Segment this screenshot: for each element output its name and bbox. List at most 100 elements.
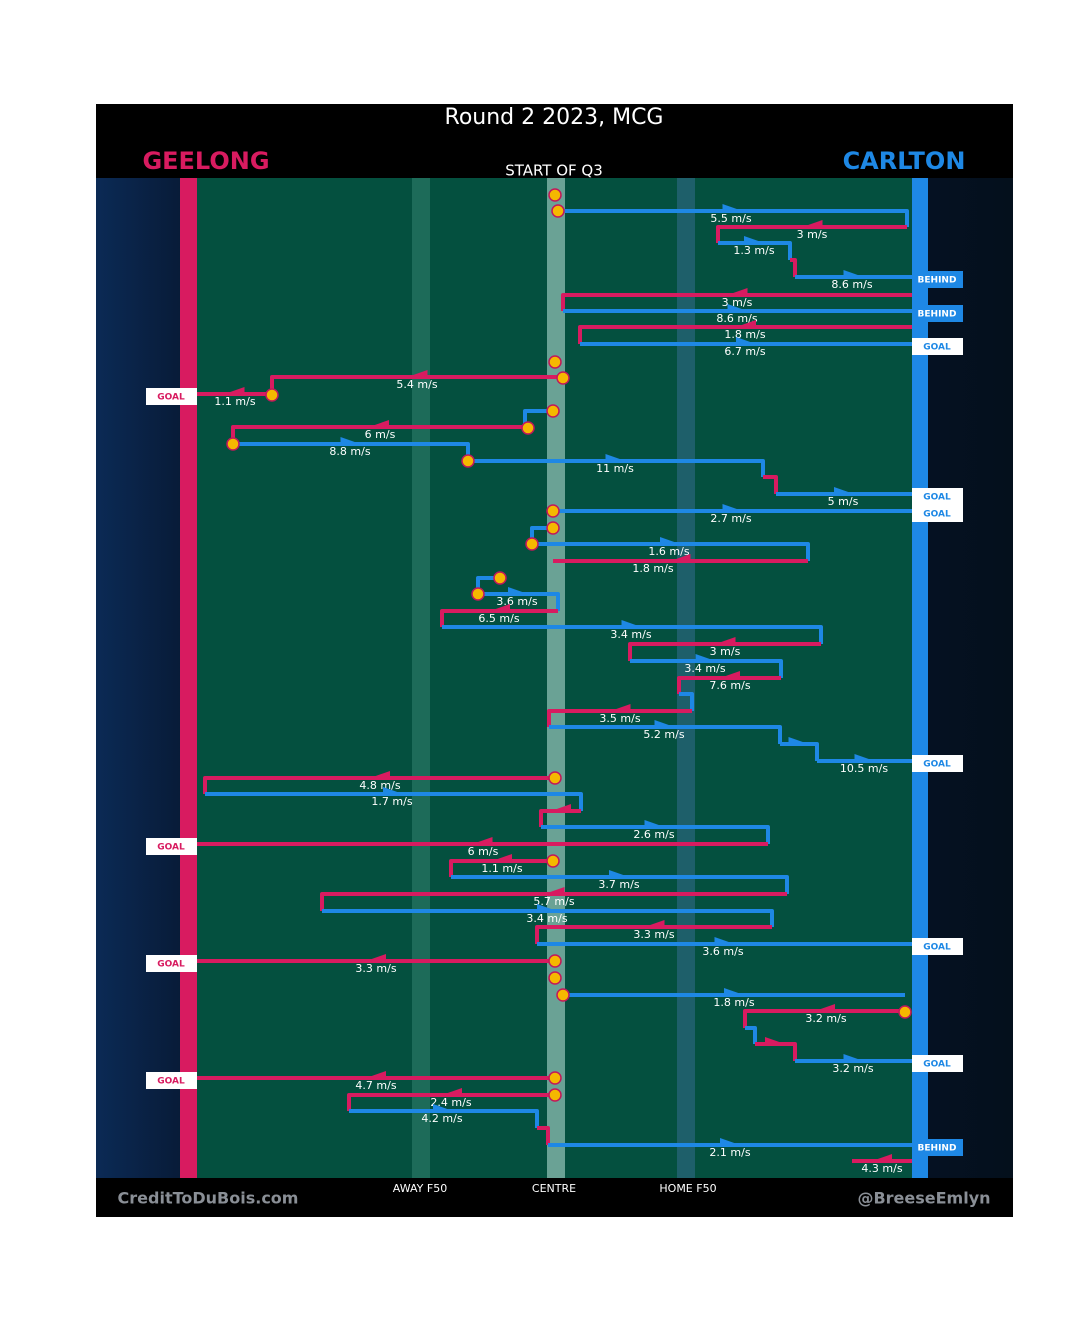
possession-start	[548, 355, 562, 369]
speed-label: 3.4 m/s	[684, 662, 725, 675]
speed-label: 4.7 m/s	[355, 1079, 396, 1092]
direction-arrow	[714, 937, 735, 944]
direction-arrow	[720, 671, 740, 678]
direction-arrow	[872, 1154, 892, 1161]
outcome-box	[912, 1139, 963, 1156]
direction-arrow	[490, 604, 510, 611]
direction-arrow	[472, 837, 493, 844]
outcome-label: BEHIND	[918, 276, 957, 286]
speed-label: 3.3 m/s	[633, 928, 674, 941]
possession-start	[461, 454, 475, 468]
possession-line	[677, 676, 781, 694]
outcome-box	[912, 755, 963, 772]
direction-arrow	[736, 337, 756, 344]
direction-arrow	[834, 487, 854, 494]
possession-start	[265, 388, 279, 402]
outcome-box	[146, 388, 197, 405]
possession-line	[558, 209, 909, 227]
possession-line	[745, 1026, 757, 1044]
speed-label: 3 m/s	[722, 296, 753, 309]
outcome-box	[912, 271, 963, 288]
speed-label: 2.7 m/s	[710, 512, 751, 525]
possession-start	[546, 521, 560, 535]
direction-arrow	[843, 270, 864, 277]
direction-arrow	[366, 954, 386, 961]
possession-line	[718, 241, 792, 260]
speed-label: 5.4 m/s	[396, 378, 437, 391]
direction-arrow	[508, 587, 528, 594]
possession-start	[546, 854, 560, 868]
direction-arrow	[802, 220, 823, 227]
speed-label: 1.3 m/s	[733, 244, 774, 257]
direction-arrow	[736, 320, 756, 327]
possession-line	[549, 725, 782, 744]
geelong-goal-line	[180, 178, 197, 1178]
outcome-box	[912, 488, 963, 505]
speed-label: 1.6 m/s	[648, 545, 689, 558]
possession-start	[548, 188, 562, 202]
direction-arrow	[610, 704, 631, 711]
possession-line	[440, 609, 558, 627]
direction-arrow	[744, 236, 764, 243]
possession-line	[790, 258, 797, 277]
outcome-label: BEHIND	[918, 310, 957, 320]
outcome-label: GOAL	[157, 960, 185, 970]
outcome-label: BEHIND	[918, 1144, 957, 1154]
direction-arrow	[654, 720, 675, 727]
outcome-label: GOAL	[923, 510, 951, 520]
direction-arrow	[224, 387, 245, 394]
footer-bar	[96, 1178, 1013, 1217]
zone-label: HOME F50	[659, 1182, 716, 1195]
direction-arrow	[727, 304, 748, 311]
speed-label: 4.3 m/s	[861, 1162, 902, 1175]
direction-arrow	[843, 1054, 864, 1061]
outcome-box	[912, 1055, 963, 1072]
possession-line	[523, 409, 553, 427]
speed-label: 1.8 m/s	[724, 328, 765, 341]
outcome-label: GOAL	[157, 393, 185, 403]
speed-label: 2.4 m/s	[430, 1096, 471, 1109]
speed-label: 5.7 m/s	[533, 895, 574, 908]
centre-line	[547, 178, 565, 1178]
speed-label: 1.8 m/s	[632, 562, 673, 575]
possession-line	[349, 1109, 539, 1128]
possession-start	[548, 971, 562, 985]
direction-arrow	[788, 737, 809, 744]
direction-arrow	[765, 1037, 785, 1044]
possession-start	[548, 954, 562, 968]
speed-label: 3.2 m/s	[805, 1012, 846, 1025]
outcome-box	[912, 338, 963, 355]
speed-label: 3.2 m/s	[832, 1062, 873, 1075]
speed-label: 8.6 m/s	[831, 278, 872, 291]
direction-arrow	[442, 1088, 462, 1095]
speed-label: 6 m/s	[365, 428, 396, 441]
possession-line	[451, 875, 789, 894]
outcome-box	[912, 505, 963, 522]
possession-line	[449, 859, 553, 877]
possession-line	[320, 892, 787, 911]
speed-label: 4.8 m/s	[359, 779, 400, 792]
speed-label: 3 m/s	[710, 645, 741, 658]
direction-arrow	[644, 820, 665, 827]
possession-line	[716, 225, 907, 243]
speed-label: 3.3 m/s	[355, 962, 396, 975]
direction-arrow	[854, 754, 875, 761]
possession-line	[628, 642, 821, 661]
outcome-box	[912, 938, 963, 955]
possession-line	[203, 776, 555, 794]
speed-label: 6.5 m/s	[478, 612, 519, 625]
possession-line	[468, 459, 765, 477]
title-bar	[96, 104, 1013, 178]
speed-label: 7.6 m/s	[709, 679, 750, 692]
direction-arrow	[695, 654, 716, 661]
possession-start	[226, 437, 240, 451]
possession-line	[535, 925, 772, 944]
direction-arrow	[644, 920, 665, 927]
speed-label: 3.6 m/s	[496, 595, 537, 608]
outcome-label: GOAL	[923, 343, 951, 353]
outcome-label: GOAL	[157, 1077, 185, 1087]
direction-arrow	[537, 904, 557, 911]
possession-line	[763, 475, 778, 494]
possession-start	[546, 404, 560, 418]
speed-label: 3.4 m/s	[610, 628, 651, 641]
